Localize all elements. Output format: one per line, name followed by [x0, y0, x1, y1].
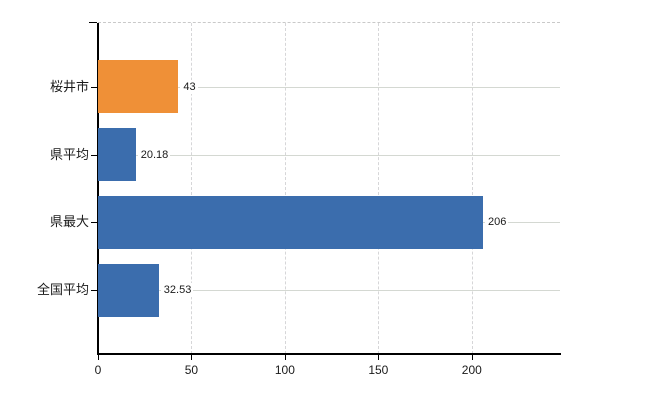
plot-area: 43 20.18 206 32.53 [98, 23, 560, 354]
x-axis-tick [191, 355, 193, 360]
x-tick-label: 100 [274, 363, 295, 377]
y-axis-tick [91, 86, 98, 88]
bar-value-label: 206 [485, 215, 509, 230]
x-axis-tick [378, 355, 380, 360]
row-gridline [98, 290, 560, 292]
bar-value-label: 20.18 [137, 147, 171, 162]
x-gridline [284, 23, 286, 354]
x-axis-tick [471, 355, 473, 360]
x-gridline [191, 23, 193, 354]
x-tick-label: 150 [368, 363, 389, 377]
plot-top-border [98, 22, 560, 23]
x-axis-tick [284, 355, 286, 360]
x-gridline [471, 23, 473, 354]
x-tick-label: 200 [461, 363, 482, 377]
y-category-label: 県最大 [49, 214, 89, 230]
bar-1 [98, 128, 136, 182]
bar-0 [98, 60, 179, 114]
y-axis-top-tick [89, 22, 97, 23]
y-axis-tick [91, 222, 98, 224]
bar-value-label: 32.53 [160, 283, 194, 298]
row-gridline [98, 86, 560, 88]
x-tick-label: 0 [94, 363, 102, 377]
x-axis-tick [98, 355, 99, 360]
bar-value-label: 43 [180, 79, 198, 94]
y-category-label: 桜井市 [49, 78, 89, 94]
x-gridline [378, 23, 380, 354]
row-gridline [98, 154, 560, 156]
y-category-label: 県平均 [49, 146, 89, 162]
bar-3 [98, 263, 159, 317]
bar-2 [98, 195, 483, 249]
y-axis-tick [91, 290, 98, 292]
x-axis-line [96, 353, 561, 355]
y-axis-tick [91, 154, 98, 156]
y-axis-line [96, 23, 99, 355]
x-tick-label: 50 [184, 363, 199, 377]
y-category-label: 全国平均 [36, 282, 89, 298]
